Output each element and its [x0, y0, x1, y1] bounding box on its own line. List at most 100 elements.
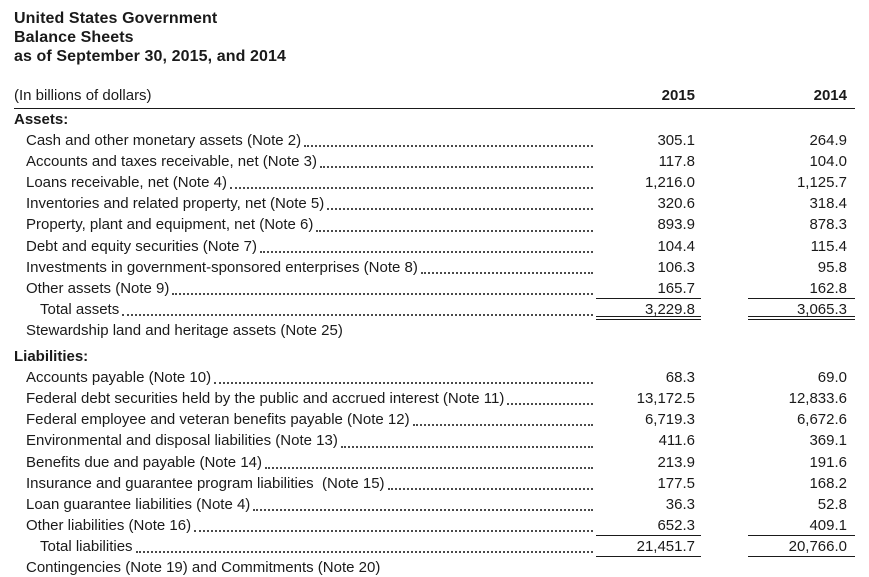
column-gap [701, 151, 748, 172]
column-gap [701, 109, 748, 130]
dot-leader [253, 494, 593, 511]
dot-leader [122, 299, 593, 316]
value-2014: 115.4 [810, 237, 847, 255]
column-gap [701, 193, 748, 214]
dot-leader [316, 214, 593, 232]
dot-leader [194, 515, 593, 532]
dot-leader [172, 278, 593, 295]
column-gap [701, 299, 748, 320]
table-row: Stewardship land and heritage assets (No… [14, 320, 855, 341]
row-label: Accounts and taxes receivable, net (Note… [26, 153, 317, 171]
value-2014 [748, 557, 855, 577]
row-label: Total liabilities [40, 537, 133, 555]
column-gap [701, 452, 748, 473]
table-row: Other assets (Note 9) 165.7 162.8 [14, 278, 855, 299]
row-label: Assets: [14, 111, 69, 128]
value-2014 [748, 320, 855, 341]
value-2015: 652.3 [596, 515, 701, 536]
value-2015: 177.5 [657, 474, 695, 492]
value-2014: 162.8 [748, 278, 855, 299]
value-2014: 20,766.0 [748, 536, 855, 557]
value-2015: 213.9 [657, 453, 695, 471]
dot-leader [320, 151, 593, 169]
table-body: Assets: Cash and other monetary assets (N… [14, 109, 855, 577]
column-gap [701, 214, 748, 235]
row-label: Environmental and disposal liabilities (… [26, 432, 338, 450]
dot-leader [88, 346, 596, 367]
value-2015 [596, 346, 701, 367]
dot-leader [214, 367, 593, 385]
row-label: Federal debt securities held by the publ… [26, 390, 505, 408]
column-gap [701, 367, 748, 388]
value-2015: 104.4 [657, 237, 695, 255]
row-label: Liabilities: [14, 348, 89, 366]
value-2014: 52.8 [817, 495, 847, 513]
row-label: Debt and equity securities (Note 7) [26, 237, 257, 255]
value-2015 [596, 109, 701, 130]
table-header: (In billions of dollars) 2015 2014 [14, 87, 855, 109]
value-2014: 1,125.7 [796, 174, 847, 192]
dot-leader [304, 130, 593, 148]
value-2014: 69.0 [817, 369, 847, 387]
dot-leader [135, 536, 593, 553]
table-row: Accounts payable (Note 10) 68.3 69.0 [14, 367, 855, 388]
value-2015: 411.6 [658, 432, 695, 450]
title-line-2: Balance Sheets [14, 29, 134, 46]
table-row: Debt and equity securities (Note 7) 104.4… [14, 236, 855, 257]
table-row: Loans receivable, net (Note 4) 1,216.0 1,1… [14, 172, 855, 193]
table-row: Investments in government-sponsored ente… [14, 257, 855, 278]
row-label: Loan guarantee liabilities (Note 4) [26, 495, 251, 513]
value-2014: 318.4 [809, 195, 847, 213]
table-row: Loan guarantee liabilities (Note 4) 36.3 5… [14, 494, 855, 515]
value-2015: 21,451.7 [596, 536, 701, 557]
table-row: Insurance and guarantee program liabilit… [14, 473, 855, 494]
table-row: Property, plant and equipment, net (Note… [14, 214, 855, 235]
unit-label: (In billions of dollars) [14, 87, 152, 104]
column-gap [701, 494, 748, 515]
row-label: Other assets (Note 9) [26, 279, 170, 297]
table-row: Cash and other monetary assets (Note 2) 3… [14, 130, 855, 151]
value-2014: 95.8 [817, 258, 847, 276]
dot-leader [340, 430, 593, 448]
value-2015: 106.3 [657, 258, 695, 276]
table-row: Federal debt securities held by the publ… [14, 388, 855, 409]
value-2015: 3,229.8 [596, 299, 701, 320]
column-gap [701, 278, 748, 299]
dot-leader [265, 452, 593, 469]
row-label: Federal employee and veteran benefits pa… [26, 411, 410, 429]
dot-leader [343, 320, 596, 341]
value-2015: 36.3 [665, 495, 695, 513]
value-2014: 3,065.3 [748, 299, 855, 320]
row-label: Contingencies (Note 19) and Commitments … [26, 558, 381, 576]
value-2014: 168.2 [809, 474, 847, 492]
value-2015: 13,172.5 [636, 390, 695, 408]
column-gap [701, 430, 748, 451]
table-row: Other liabilities (Note 16) 652.3 409.1 [14, 515, 855, 536]
column-gap [701, 172, 748, 193]
value-2015: 1,216.0 [644, 174, 695, 192]
value-2015: 165.7 [596, 278, 701, 299]
value-2015: 893.9 [657, 216, 695, 234]
column-gap [701, 473, 748, 494]
value-2014: 878.3 [809, 216, 847, 234]
row-label: Accounts payable (Note 10) [26, 369, 212, 387]
value-2015: 68.3 [665, 369, 695, 387]
value-2015 [596, 557, 701, 577]
table-row: Assets: [14, 109, 855, 130]
title-line-1: United States Government [14, 10, 218, 27]
dot-leader [259, 236, 593, 253]
table-row: Environmental and disposal liabilities (… [14, 430, 855, 451]
dot-leader [327, 193, 593, 211]
value-2014: 264.9 [809, 132, 847, 150]
row-label: Investments in government-sponsored ente… [26, 258, 418, 276]
value-2014: 12,833.6 [788, 390, 847, 408]
row-label: Cash and other monetary assets (Note 2) [26, 132, 302, 150]
row-label: Total assets [40, 300, 120, 318]
dot-leader [387, 473, 593, 490]
value-2015: 320.6 [657, 195, 695, 213]
table-row: Accounts and taxes receivable, net (Note… [14, 151, 855, 172]
table-row: Total liabilities 21,451.7 20,766.0 [14, 536, 855, 557]
column-gap [701, 257, 748, 278]
value-2014: 6,672.6 [796, 411, 847, 429]
value-2014: 409.1 [748, 515, 855, 536]
